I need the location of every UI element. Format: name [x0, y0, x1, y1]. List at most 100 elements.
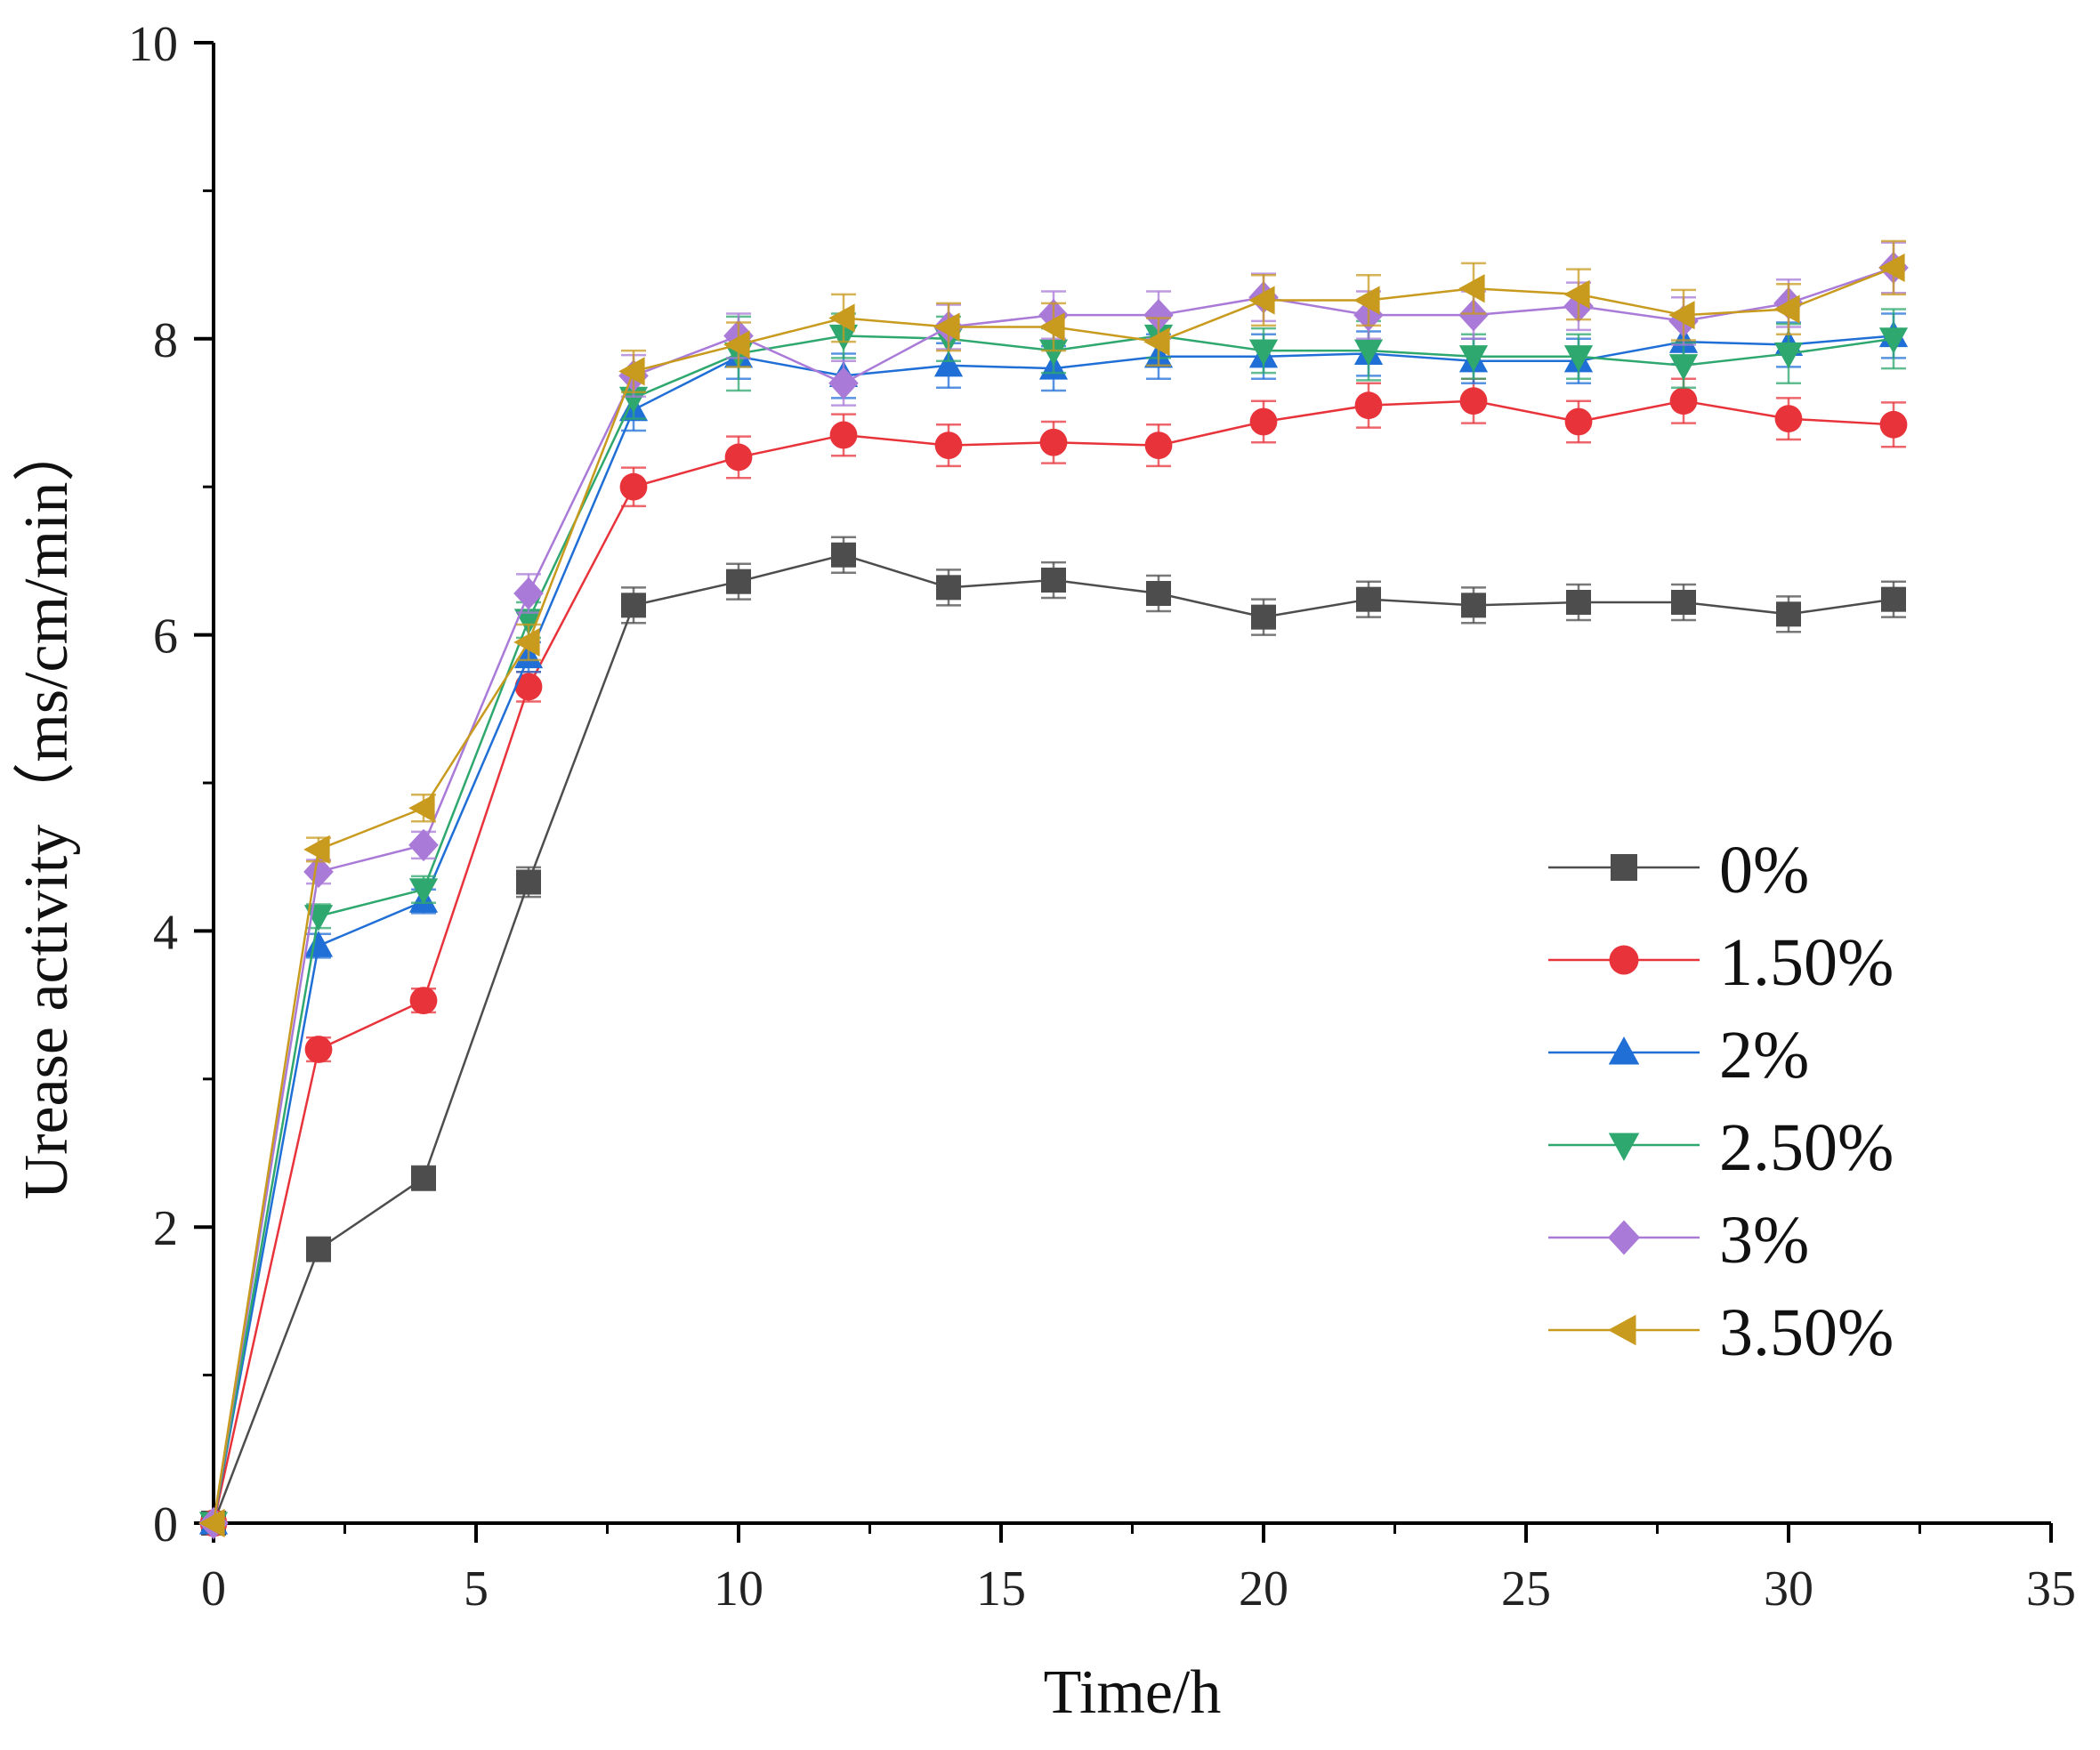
series-3-50pct [198, 239, 1906, 1538]
y-axis-title: Urease activity（ms/cm/min） [12, 420, 81, 1200]
data-point [936, 575, 961, 601]
legend-item-1-50pct: 1.50% [1548, 925, 1894, 1000]
x-tick-label: 30 [1764, 1561, 1813, 1617]
data-point [828, 303, 855, 333]
legend-marker [1608, 1036, 1640, 1065]
data-point [1146, 581, 1171, 607]
data-point [514, 673, 543, 701]
data-point [831, 542, 856, 568]
data-point [513, 627, 540, 657]
data-point [408, 828, 439, 862]
x-tick-label: 0 [201, 1561, 226, 1617]
data-point [829, 421, 858, 449]
y-tick-label: 8 [153, 313, 178, 368]
legend-item-2-50pct: 2.50% [1548, 1110, 1894, 1185]
data-point [1669, 387, 1698, 415]
legend: 0% 1.50% 2% 2.50% 3% 3.50% [1548, 833, 1894, 1370]
data-point [723, 330, 750, 359]
data-point [1566, 589, 1591, 615]
x-axis-title: Time/h [1044, 1658, 1222, 1727]
series-2-50pct [198, 308, 1909, 1538]
legend-label: 3% [1719, 1203, 1809, 1278]
data-point [516, 869, 541, 895]
y-tick-label: 4 [153, 905, 178, 960]
data-point [1776, 601, 1801, 627]
data-point [1878, 327, 1909, 354]
x-tick-label: 15 [976, 1561, 1026, 1617]
x-tick-label: 35 [2026, 1561, 2076, 1617]
data-point [1773, 342, 1804, 369]
data-point [828, 367, 859, 399]
data-point [1354, 391, 1383, 420]
data-point [1249, 407, 1278, 436]
legend-item-3pct: 3% [1548, 1203, 1809, 1278]
data-point [1668, 354, 1699, 381]
data-point [304, 1036, 333, 1063]
data-point [934, 431, 963, 460]
y-tick-label: 2 [153, 1201, 178, 1256]
y-tick-label: 6 [153, 609, 178, 665]
data-point [618, 386, 649, 414]
x-tick-label: 20 [1239, 1561, 1288, 1617]
y-tick-label: 0 [153, 1497, 178, 1552]
data-point [1774, 405, 1803, 433]
data-point [618, 357, 645, 386]
data-point [1564, 407, 1593, 436]
data-point [619, 472, 648, 501]
data-point [1773, 294, 1800, 324]
data-point [1251, 604, 1276, 630]
data-point [513, 609, 544, 635]
data-point [303, 931, 334, 957]
data-point [1458, 345, 1489, 372]
data-point [1563, 279, 1590, 309]
data-point [1353, 286, 1380, 315]
series-line [212, 335, 1894, 1524]
data-point [513, 577, 544, 610]
data-point [1143, 327, 1170, 357]
data-point [1038, 312, 1065, 342]
data-point [1248, 339, 1279, 366]
legend-marker [1608, 1314, 1636, 1346]
legend-label: 0% [1719, 833, 1809, 907]
series-2pct [198, 312, 1909, 1535]
data-point [1356, 586, 1381, 612]
x-tick-label: 25 [1501, 1561, 1551, 1617]
legend-label: 1.50% [1719, 925, 1894, 1000]
series-line [212, 335, 1894, 1524]
data-point [1881, 586, 1906, 612]
data-point [621, 593, 646, 618]
legend-marker [1608, 1133, 1640, 1161]
data-point [1458, 298, 1489, 332]
data-point [1041, 568, 1066, 593]
data-point [1671, 589, 1696, 615]
data-point [198, 1508, 225, 1538]
legend-marker [1611, 854, 1637, 881]
data-point [1458, 274, 1485, 303]
data-point [1459, 387, 1488, 415]
legend-item-2pct: 2% [1548, 1018, 1809, 1093]
data-point [408, 878, 439, 905]
legend-marker [1608, 1220, 1640, 1255]
y-tick-label: 10 [128, 17, 178, 72]
data-point [306, 1237, 331, 1262]
series-0pct [201, 536, 1906, 1536]
legend-item-3-50pct: 3.50% [1548, 1295, 1894, 1370]
data-point [1248, 286, 1275, 315]
axes: 0 5 10 15 20 25 30 35 0 2 4 6 8 10 [128, 17, 2076, 1617]
data-point [409, 987, 438, 1015]
data-point [303, 835, 330, 864]
x-tick-label: 10 [714, 1561, 763, 1617]
data-point [1563, 345, 1594, 372]
legend-item-0pct: 0% [1548, 833, 1809, 907]
data-point [303, 855, 334, 889]
data-point [1039, 428, 1068, 456]
data-point [1668, 301, 1695, 330]
data-point [411, 1165, 436, 1191]
data-point [1461, 593, 1486, 618]
data-point [724, 443, 753, 472]
data-point [1038, 339, 1069, 366]
data-point [933, 312, 960, 342]
data-point [933, 350, 964, 377]
series-1-50pct [199, 377, 1908, 1537]
